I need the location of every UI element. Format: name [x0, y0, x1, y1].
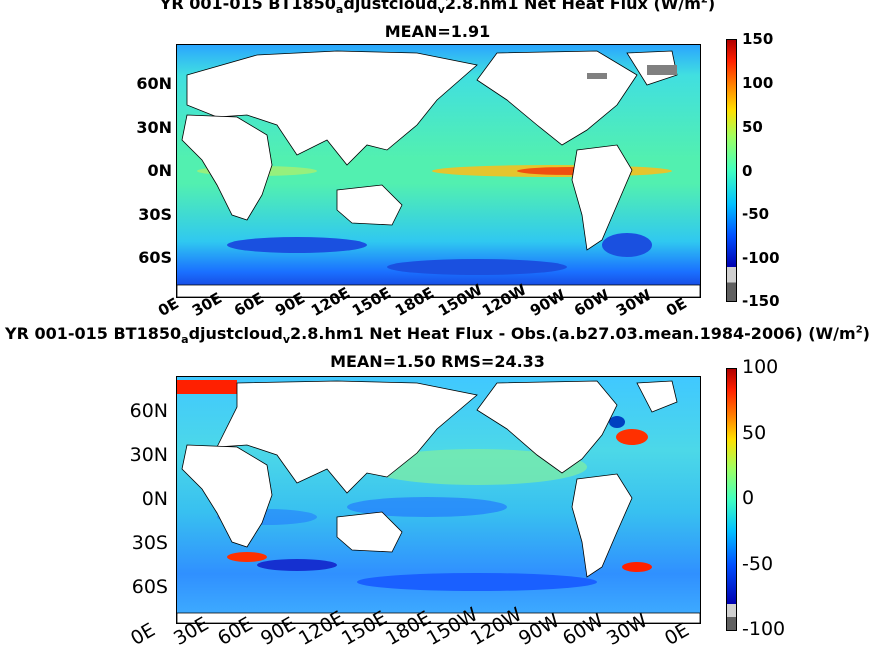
panel2-subtitle: MEAN=1.50 RMS=24.33 [330, 352, 545, 371]
colorbar-tick: 50 [742, 422, 767, 444]
panel2-colorbar [726, 368, 737, 631]
lat-label: 30S [131, 532, 168, 554]
colorbar-tick: -100 [742, 249, 780, 267]
colorbar-tick: -100 [742, 618, 786, 640]
colorbar-tick: -150 [742, 292, 780, 310]
lat-label: 60N [136, 74, 172, 93]
colorbar-tick: 0 [742, 162, 753, 180]
panel2-title: YR 001-015 BT1850adjustcloudv2.8.hm1 Net… [5, 324, 870, 347]
colorbar-tick: 100 [742, 356, 779, 378]
lat-label: 60S [131, 576, 168, 598]
panel2-map [176, 376, 701, 624]
panel1-title: YR 001-015 BT1850adjustcloudv2.8.hm1 Net… [159, 0, 716, 17]
colorbar-tick: 0 [742, 487, 755, 509]
lat-label: 60S [138, 248, 172, 267]
panel1-map [176, 44, 701, 298]
colorbar-tick: -50 [742, 553, 774, 575]
panel1-colorbar [726, 39, 737, 302]
colorbar-tick: 150 [742, 30, 774, 48]
lat-label: 30S [138, 205, 172, 224]
lat-label: 60N [129, 400, 168, 422]
lat-label: 0N [147, 161, 172, 180]
lon-label: 0E [127, 618, 159, 650]
lat-label: 30N [129, 444, 168, 466]
colorbar-tick: 100 [742, 74, 774, 92]
colorbar-tick: -50 [742, 205, 770, 223]
colorbar-tick: 50 [742, 118, 763, 136]
panel1-subtitle: MEAN=1.91 [384, 22, 491, 41]
panel1-map-graphic [177, 45, 700, 297]
lat-label: 30N [136, 118, 172, 137]
panel2-map-graphic [177, 377, 700, 623]
lat-label: 0N [141, 488, 168, 510]
